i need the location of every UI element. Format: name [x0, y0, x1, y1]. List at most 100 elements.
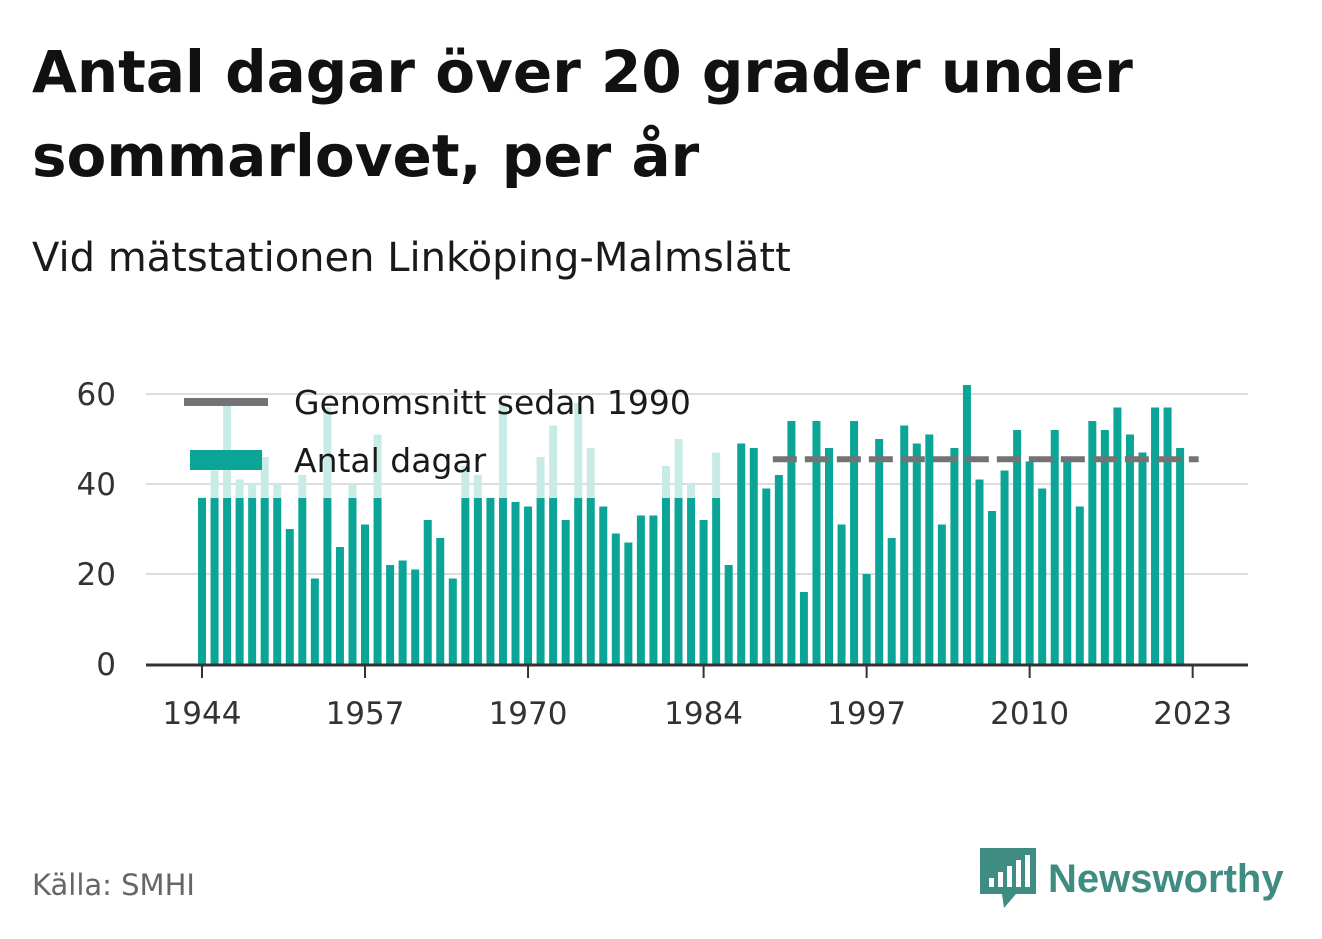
bar — [674, 498, 683, 664]
bar — [524, 506, 533, 664]
logo-text: Newsworthy — [1048, 856, 1284, 901]
bar — [436, 538, 445, 664]
y-tick-label: 40 — [77, 467, 116, 503]
bar — [486, 497, 495, 498]
bar — [248, 498, 257, 664]
bar — [398, 560, 407, 664]
bar — [235, 498, 244, 664]
bar — [887, 538, 896, 664]
bar — [223, 498, 232, 664]
bar — [536, 457, 545, 498]
bar — [712, 452, 721, 498]
bar — [323, 407, 332, 498]
bar — [687, 498, 696, 664]
bar — [661, 498, 670, 664]
bar — [1013, 430, 1022, 664]
bar — [486, 498, 495, 664]
legend-label-average: Genomsnitt sedan 1990 — [294, 383, 691, 422]
bar — [762, 488, 771, 664]
bar — [210, 470, 219, 498]
bar — [636, 515, 645, 664]
newsworthy-logo: Newsworthy — [980, 848, 1284, 910]
bar — [473, 475, 482, 498]
bar — [1038, 488, 1047, 664]
x-tick-label: 1970 — [489, 696, 568, 732]
bar — [988, 511, 997, 664]
bar — [348, 498, 357, 664]
bar — [285, 529, 294, 664]
y-tick-label: 20 — [77, 557, 116, 593]
bar — [1138, 452, 1147, 664]
bar — [599, 506, 608, 664]
bar — [1050, 430, 1059, 664]
bar — [749, 448, 758, 664]
bar — [574, 403, 583, 498]
bar — [373, 498, 382, 664]
bar — [1100, 430, 1109, 664]
bar — [198, 497, 206, 498]
bar — [687, 484, 696, 498]
bar — [737, 443, 746, 664]
bar-chart-speech-bubble-icon — [980, 848, 1036, 908]
bar — [1063, 457, 1072, 664]
bar — [586, 498, 595, 664]
bar — [912, 443, 921, 664]
bar — [461, 466, 470, 498]
bar — [875, 439, 884, 664]
bar — [373, 434, 382, 498]
bar — [900, 425, 909, 664]
legend-label-bars: Antal dagar — [294, 441, 487, 480]
bar — [624, 542, 633, 664]
x-tick-label: 1957 — [326, 696, 405, 732]
bar — [674, 439, 683, 498]
bar — [837, 524, 846, 664]
bar — [273, 484, 282, 498]
bar — [1163, 407, 1172, 664]
bar — [950, 448, 959, 664]
bar — [962, 385, 971, 664]
bar — [348, 484, 357, 498]
bar — [298, 475, 307, 498]
bar — [812, 421, 821, 664]
bar — [210, 498, 219, 664]
x-tick-label: 2023 — [1153, 696, 1232, 732]
bar — [235, 479, 244, 498]
bar — [699, 520, 708, 664]
bar — [1075, 506, 1084, 664]
bar — [423, 520, 432, 664]
bar — [850, 421, 859, 664]
bar — [1025, 461, 1034, 664]
bar — [825, 448, 833, 664]
bar — [1176, 448, 1185, 664]
bar — [549, 425, 558, 498]
bar — [975, 479, 984, 664]
bar — [335, 547, 344, 664]
legend-swatch-bars — [190, 450, 262, 470]
bar — [1088, 421, 1097, 664]
bar — [1000, 470, 1009, 664]
bar — [862, 574, 871, 664]
x-tick-label: 2010 — [990, 696, 1069, 732]
bar — [787, 421, 796, 664]
bar — [511, 502, 520, 664]
bar — [448, 578, 457, 664]
chart-subtitle: Vid mätstationen Linköping-Malmslätt — [32, 235, 791, 281]
bar-chart: 0 20 40 60 1944 1957 1970 1984 1997 2010 2023 Genom… — [77, 377, 1248, 732]
bar — [712, 498, 721, 664]
x-tick-label: 1997 — [827, 696, 906, 732]
bar — [498, 498, 507, 664]
bar — [198, 498, 206, 664]
bar — [1113, 407, 1122, 664]
bar — [411, 569, 420, 664]
bar — [799, 592, 808, 664]
bar — [248, 484, 257, 498]
bar — [260, 457, 269, 498]
bar — [260, 498, 269, 664]
bar — [310, 578, 319, 664]
y-tick-label: 60 — [77, 377, 116, 413]
bar — [611, 533, 620, 664]
bar — [1151, 407, 1160, 664]
bar — [549, 498, 558, 664]
bar — [461, 498, 470, 664]
bar — [498, 403, 507, 498]
